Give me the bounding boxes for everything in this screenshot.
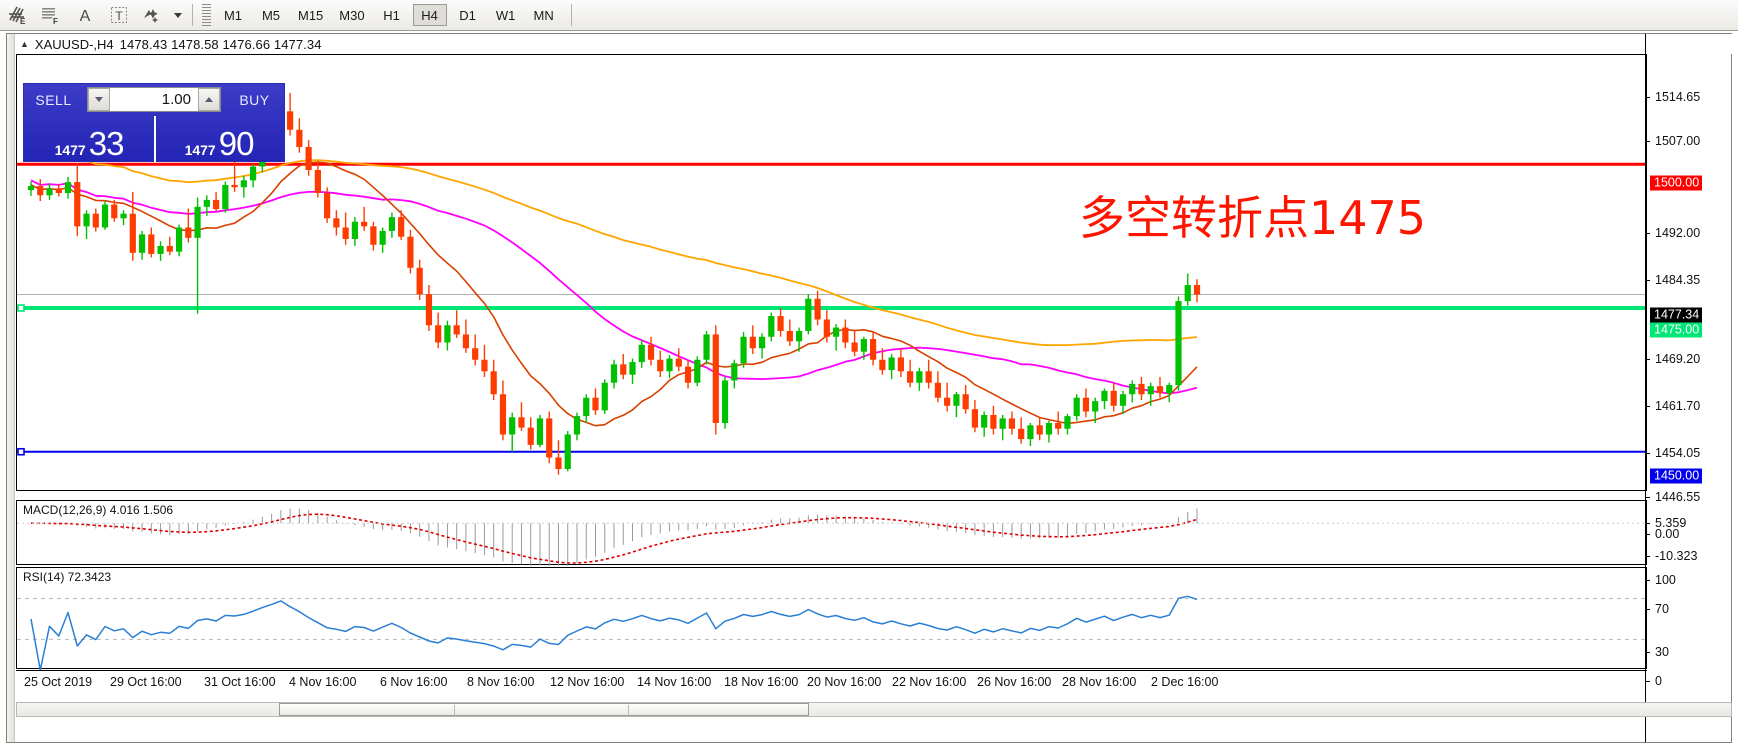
toolbar-separator-2	[570, 4, 572, 26]
timeframe-w1[interactable]: W1	[495, 7, 516, 23]
rsi-pane[interactable]: RSI(14) 72.3423	[16, 567, 1648, 671]
pivot-level-tag[interactable]: 1475.00	[1650, 322, 1703, 338]
buy-price-pips: 90	[218, 125, 255, 162]
trade-panel-controls: SELL 1.00 BUY	[24, 84, 284, 115]
price-tick: 1446.55	[1646, 490, 1700, 504]
sell-price[interactable]: 1477 33	[24, 115, 154, 162]
rsi-tick: 30	[1646, 645, 1669, 659]
price-tick: 1454.05	[1646, 446, 1700, 460]
sell-price-pips: 33	[88, 125, 125, 162]
price-tick: 1469.20	[1646, 352, 1700, 366]
objects-tool-icon[interactable]	[136, 1, 170, 30]
chart-horizontal-scrollbar[interactable]	[16, 702, 1732, 718]
time-axis[interactable]: 25 Oct 2019 29 Oct 16:00 31 Oct 16:00 4 Nov…	[16, 670, 1647, 695]
toolbar-separator	[192, 4, 193, 26]
macd-tick: -10.323	[1646, 549, 1697, 563]
macd-pane[interactable]: MACD(12,26,9) 4.016 1.506	[16, 500, 1648, 568]
sell-button[interactable]: SELL	[35, 91, 72, 108]
timeframe-h4[interactable]: H4	[412, 4, 447, 26]
time-tick: 6 Nov 16:00	[380, 675, 448, 689]
text-label-tool-icon[interactable]: T	[102, 1, 136, 30]
time-tick: 8 Nov 16:00	[467, 675, 535, 689]
price-tick: 1514.65	[1646, 90, 1700, 104]
macd-tick: 0.00	[1646, 527, 1679, 541]
main-toolbar: E F A T	[0, 0, 1738, 31]
collapse-icon[interactable]: ▲	[20, 38, 29, 49]
rsi-tick: 0	[1646, 674, 1662, 688]
rsi-tick: 70	[1646, 602, 1669, 616]
buy-price[interactable]: 1477 90	[154, 115, 284, 162]
trade-panel-quotes: 1477 33 1477 90	[24, 115, 284, 162]
svg-text:E: E	[20, 17, 26, 26]
price-plot	[17, 92, 1648, 475]
svg-text:T: T	[115, 9, 123, 23]
indicators-icon[interactable]: F	[34, 1, 68, 30]
time-tick: 25 Oct 2019	[24, 675, 93, 689]
time-tick: 31 Oct 16:00	[204, 675, 276, 689]
timeframe-m1[interactable]: M1	[223, 7, 243, 23]
time-tick: 20 Nov 16:00	[807, 675, 882, 689]
buy-price-prefix: 1477	[184, 142, 216, 158]
chart-left-gutter	[7, 34, 15, 742]
pane-axis-line	[1646, 500, 1647, 565]
price-tick: 1484.35	[1646, 273, 1700, 287]
toolbar-grip[interactable]	[202, 4, 211, 26]
macd-label: MACD(12,26,9) 4.016 1.506	[21, 503, 176, 517]
svg-text:F: F	[53, 17, 58, 26]
pane-axis-line	[1646, 54, 1647, 491]
resistance-level-tag[interactable]: 1500.00	[1650, 175, 1703, 191]
sell-price-prefix: 1477	[54, 142, 86, 158]
price-axis[interactable]: 1514.65 1507.00 1492.00 1484.35 1469.20 1461.…	[1645, 34, 1731, 742]
timeframe-h1[interactable]: H1	[383, 7, 400, 23]
pane-axis-line	[1646, 567, 1647, 669]
rsi-tick: 100	[1646, 573, 1676, 587]
expert-advisor-icon[interactable]: E	[0, 1, 34, 30]
macd-tick: 5.359	[1646, 516, 1686, 530]
buy-button[interactable]: BUY	[239, 91, 270, 108]
price-tick: 1492.00	[1646, 226, 1700, 240]
time-tick: 26 Nov 16:00	[977, 675, 1052, 689]
time-tick: 22 Nov 16:00	[892, 675, 967, 689]
macd-plot	[17, 508, 1648, 568]
scrollbar-thumb[interactable]	[279, 703, 809, 716]
one-click-trading-panel[interactable]: SELL 1.00 BUY 1477 33 1477 90	[23, 83, 285, 162]
time-tick: 28 Nov 16:00	[1062, 675, 1137, 689]
timeframe-m5[interactable]: M5	[261, 7, 281, 23]
scrollbar-track[interactable]	[16, 702, 1732, 717]
time-tick: 18 Nov 16:00	[724, 675, 799, 689]
volume-decrement-button[interactable]	[88, 88, 110, 111]
timeframe-mn[interactable]: MN	[533, 7, 554, 23]
chart-annotation-text: 多空转折点1475	[1079, 191, 1427, 245]
text-tool-icon[interactable]: A	[68, 1, 102, 30]
time-tick: 2 Dec 16:00	[1151, 675, 1219, 689]
support-level-tag[interactable]: 1450.00	[1650, 468, 1703, 484]
volume-increment-button[interactable]	[198, 88, 220, 111]
timeframe-group: M1 M5 M15 M30 H1 H4 D1 W1 MN	[214, 4, 563, 26]
timeframe-d1[interactable]: D1	[459, 7, 476, 23]
price-tick: 1461.70	[1646, 399, 1700, 413]
time-tick: 4 Nov 16:00	[289, 675, 357, 689]
chart-symbol-label: XAUUSD-,H4	[34, 36, 114, 52]
chart-ohlc-values: 1478.43 1478.58 1476.66 1477.34	[119, 36, 322, 52]
last-price-tag[interactable]: 1477.34	[1650, 307, 1703, 323]
time-tick: 29 Oct 16:00	[110, 675, 182, 689]
price-pane[interactable]	[16, 54, 1648, 491]
price-tick: 1507.00	[1646, 134, 1700, 148]
time-tick: 12 Nov 16:00	[550, 675, 625, 689]
rsi-plot	[17, 595, 1648, 671]
chart-titlebar: ▲ XAUUSD-,H4 1478.43 1478.58 1476.66 147…	[16, 34, 1732, 54]
quote-divider	[154, 116, 156, 162]
volume-input[interactable]: 1.00	[110, 88, 198, 111]
rsi-label: RSI(14) 72.3423	[21, 570, 114, 584]
timeframe-m15[interactable]: M15	[298, 7, 324, 23]
time-tick: 14 Nov 16:00	[637, 675, 712, 689]
chart-window: ▲ XAUUSD-,H4 1478.43 1478.58 1476.66 147…	[6, 33, 1732, 743]
timeframe-m30[interactable]: M30	[339, 7, 365, 23]
chevron-down-icon[interactable]	[170, 1, 186, 30]
svg-text:A: A	[80, 8, 91, 25]
volume-input-wrapper[interactable]: 1.00	[87, 87, 221, 112]
